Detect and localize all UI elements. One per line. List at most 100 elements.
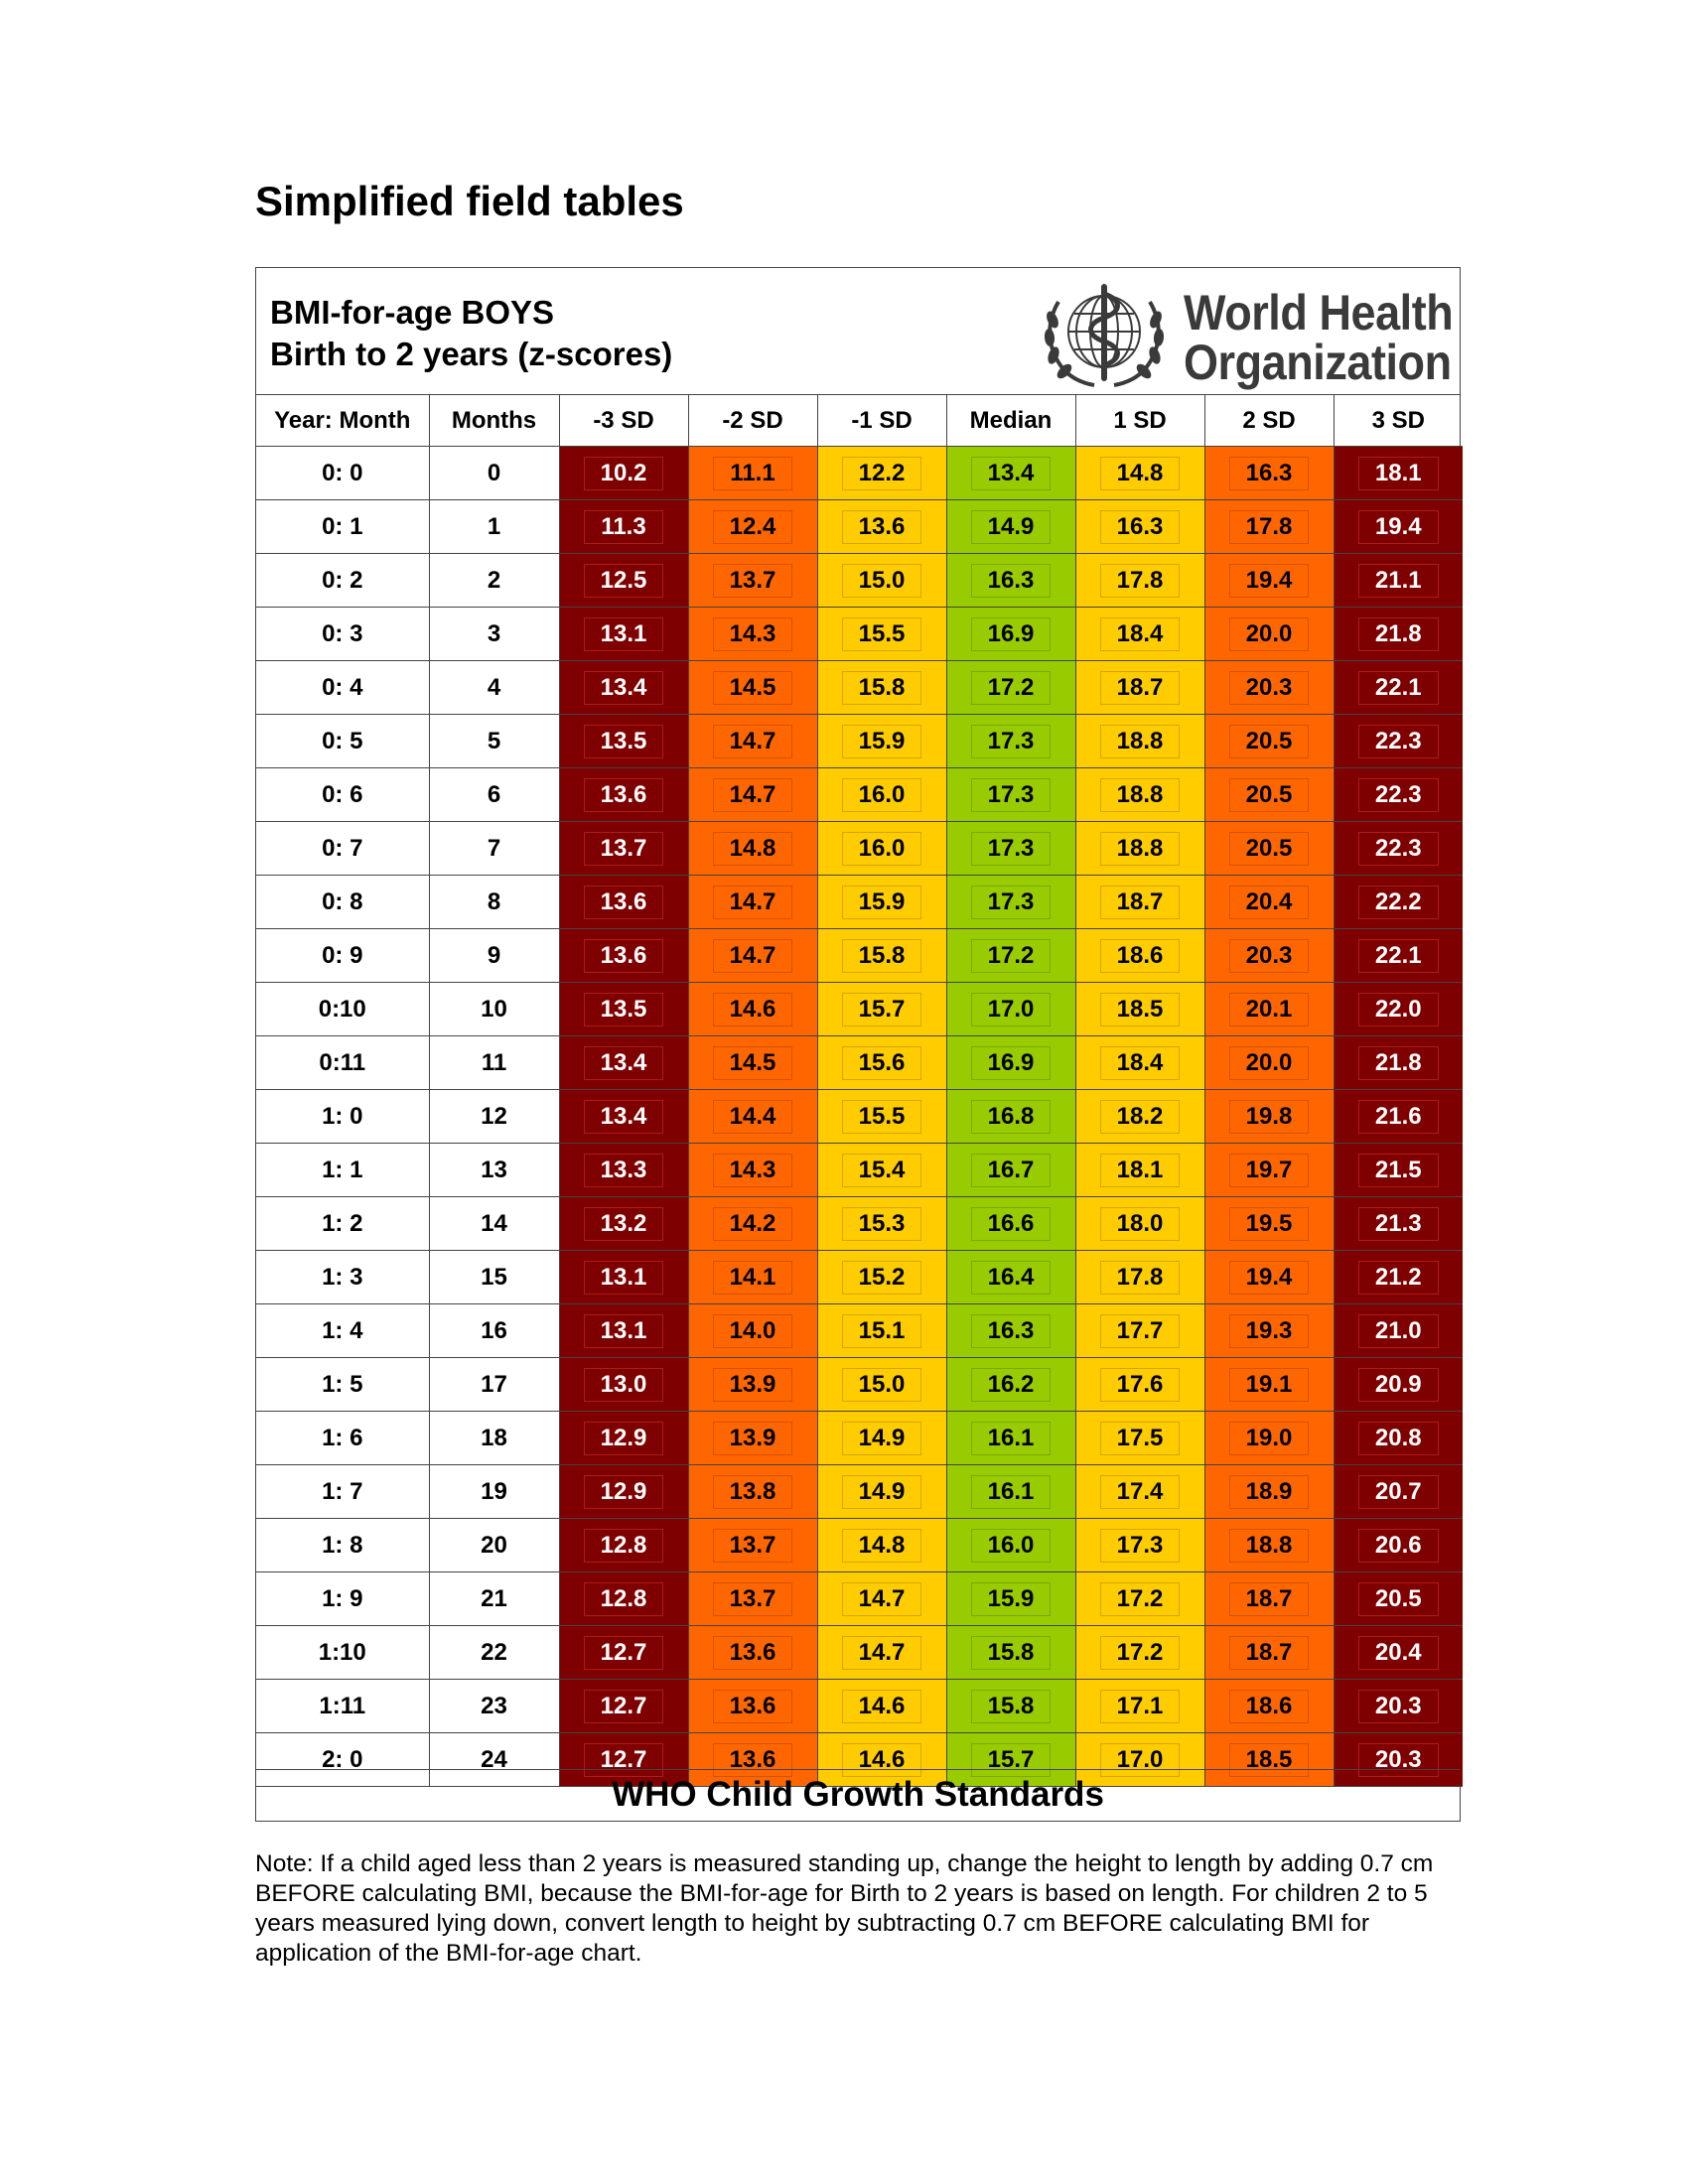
table-footer: WHO Child Growth Standards [256, 1769, 1460, 1821]
cell-value: 14.7 [712, 777, 793, 812]
cell-plus-3-sd: 21.1 [1334, 553, 1463, 608]
cell-year-month: 1: 6 [256, 1411, 430, 1465]
cell-minus-3-sd: 13.4 [559, 1035, 689, 1090]
table-row: 1: 2 14 13.2 14.2 15.3 16.6 18.0 19.5 21.3 [256, 1196, 1463, 1251]
cell-months: 0 [429, 446, 560, 500]
table-row: 0: 2 2 12.5 13.7 15.0 16.3 17.8 19.4 21.1 [256, 553, 1463, 608]
cell-year-month: 1:11 [256, 1679, 430, 1733]
cell-median: 16.1 [946, 1464, 1076, 1519]
cell-value: 18.8 [1099, 777, 1181, 812]
cell-year-month: 0: 4 [256, 660, 430, 715]
table-row: 1: 6 18 12.9 13.9 14.9 16.1 17.5 19.0 20.8 [256, 1411, 1463, 1465]
cell-value: 14.1 [712, 1260, 793, 1295]
cell-value: 13.8 [712, 1474, 793, 1509]
cell-value: 12.7 [583, 1635, 664, 1670]
cell-months: 4 [429, 660, 560, 715]
cell-minus-1-sd: 15.1 [817, 1303, 947, 1358]
cell-value: 18.8 [1099, 724, 1181, 758]
cell-plus-1-sd: 18.7 [1075, 660, 1205, 715]
cell-value: 16.8 [970, 1099, 1052, 1134]
cell-value: 13.7 [583, 831, 664, 866]
cell-minus-2-sd: 13.9 [688, 1357, 818, 1412]
cell-value: 21.0 [1357, 1313, 1439, 1348]
cell-value: 17.2 [970, 670, 1052, 705]
cell-value: 16.3 [1099, 509, 1181, 544]
table-row: 0: 6 6 13.6 14.7 16.0 17.3 18.8 20.5 22.3 [256, 767, 1463, 822]
cell-minus-2-sd: 14.1 [688, 1250, 818, 1304]
cell-value: 16.0 [841, 777, 922, 812]
cell-median: 17.3 [946, 875, 1076, 929]
cell-value: 20.3 [1357, 1689, 1439, 1723]
cell-minus-1-sd: 12.2 [817, 446, 947, 500]
cell-value: 19.5 [1228, 1206, 1310, 1241]
cell-plus-3-sd: 20.6 [1334, 1518, 1463, 1572]
cell-value: 16.9 [970, 616, 1052, 651]
cell-value: 18.4 [1099, 1045, 1181, 1080]
cell-plus-2-sd: 19.1 [1204, 1357, 1335, 1412]
cell-value: 11.1 [713, 456, 792, 490]
cell-year-month: 0: 8 [256, 875, 430, 929]
cell-value: 13.6 [583, 885, 664, 919]
table-row: 1:10 22 12.7 13.6 14.7 15.8 17.2 18.7 20.4 [256, 1625, 1463, 1680]
cell-median: 17.0 [946, 982, 1076, 1036]
table-row: 0: 0 0 10.2 11.1 12.2 13.4 14.8 16.3 18.1 [256, 446, 1463, 500]
cell-value: 20.7 [1357, 1474, 1439, 1509]
cell-year-month: 1: 0 [256, 1089, 430, 1144]
cell-value: 17.2 [1099, 1581, 1181, 1616]
cell-value: 13.4 [583, 670, 664, 705]
cell-plus-2-sd: 20.3 [1204, 660, 1335, 715]
column-header-months: Months [429, 395, 560, 447]
cell-value: 15.2 [841, 1260, 922, 1295]
cell-plus-3-sd: 20.3 [1334, 1732, 1463, 1787]
cell-plus-3-sd: 21.5 [1334, 1143, 1463, 1197]
cell-value: 16.3 [970, 563, 1052, 598]
cell-value: 21.8 [1357, 616, 1439, 651]
cell-plus-3-sd: 21.6 [1334, 1089, 1463, 1144]
cell-minus-2-sd: 13.7 [688, 553, 818, 608]
cell-minus-3-sd: 13.5 [559, 982, 689, 1036]
table-body: 0: 0 0 10.2 11.1 12.2 13.4 14.8 16.3 18.1 0: 1 1 11… [256, 446, 1463, 1787]
cell-median: 15.9 [946, 1571, 1076, 1626]
cell-median: 16.7 [946, 1143, 1076, 1197]
cell-plus-3-sd: 21.0 [1334, 1303, 1463, 1358]
cell-minus-2-sd: 13.7 [688, 1518, 818, 1572]
cell-months: 5 [429, 714, 560, 768]
cell-months: 8 [429, 875, 560, 929]
cell-median: 16.9 [946, 1035, 1076, 1090]
cell-minus-2-sd: 13.8 [688, 1464, 818, 1519]
table-row: 1: 3 15 13.1 14.1 15.2 16.4 17.8 19.4 21.2 [256, 1250, 1463, 1304]
cell-months: 17 [429, 1357, 560, 1412]
cell-value: 15.8 [970, 1689, 1052, 1723]
cell-minus-1-sd: 14.7 [817, 1625, 947, 1680]
cell-year-month: 1: 4 [256, 1303, 430, 1358]
cell-plus-3-sd: 19.4 [1334, 499, 1463, 554]
table-row: 0:11 11 13.4 14.5 15.6 16.9 18.4 20.0 21.8 [256, 1035, 1463, 1090]
table-header-row: Year: Month Months -3 SD -2 SD -1 SD Median 1 … [256, 395, 1463, 447]
cell-plus-2-sd: 20.5 [1204, 821, 1335, 876]
cell-plus-2-sd: 19.0 [1204, 1411, 1335, 1465]
cell-value: 20.0 [1228, 1045, 1310, 1080]
cell-minus-2-sd: 14.4 [688, 1089, 818, 1144]
cell-value: 13.6 [841, 509, 922, 544]
cell-value: 17.6 [1099, 1367, 1181, 1402]
cell-plus-1-sd: 18.8 [1075, 821, 1205, 876]
cell-minus-1-sd: 14.7 [817, 1571, 947, 1626]
cell-value: 17.8 [1099, 1260, 1181, 1295]
table-row: 1: 1 13 13.3 14.3 15.4 16.7 18.1 19.7 21.5 [256, 1143, 1463, 1197]
cell-value: 14.8 [841, 1528, 922, 1563]
cell-minus-3-sd: 12.7 [559, 1625, 689, 1680]
cell-value: 15.7 [841, 992, 922, 1026]
cell-value: 13.4 [583, 1099, 664, 1134]
cell-plus-1-sd: 17.6 [1075, 1357, 1205, 1412]
cell-value: 13.1 [583, 1313, 664, 1348]
cell-value: 14.0 [712, 1313, 793, 1348]
cell-plus-2-sd: 20.4 [1204, 875, 1335, 929]
cell-median: 16.0 [946, 1518, 1076, 1572]
cell-plus-3-sd: 22.0 [1334, 982, 1463, 1036]
cell-plus-1-sd: 18.4 [1075, 607, 1205, 661]
cell-value: 17.0 [970, 992, 1052, 1026]
cell-months: 22 [429, 1625, 560, 1680]
table-subtitle: Birth to 2 years (z-scores) [270, 336, 673, 372]
cell-minus-2-sd: 13.7 [688, 1571, 818, 1626]
cell-plus-1-sd: 17.2 [1075, 1625, 1205, 1680]
